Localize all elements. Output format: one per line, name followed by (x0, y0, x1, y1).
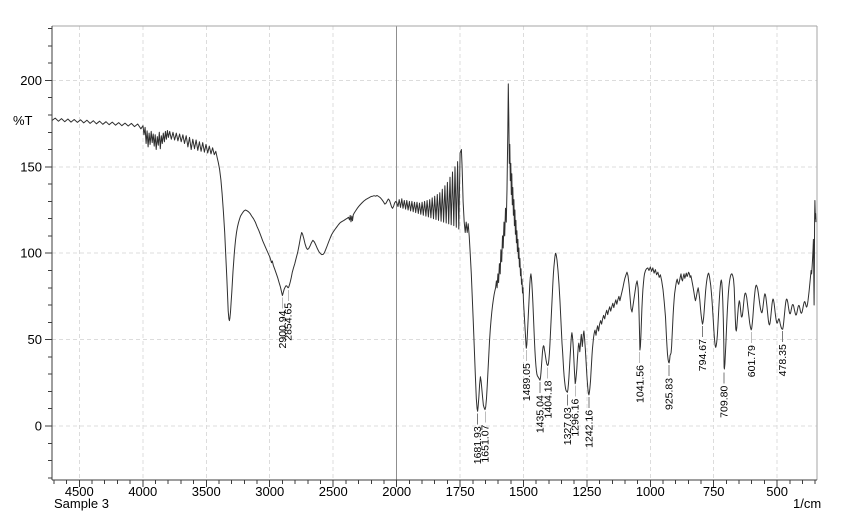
x-tick-label: 500 (766, 484, 788, 499)
x-tick-label: 4000 (128, 484, 157, 499)
peak-label: 1327.03 (562, 407, 574, 445)
x-tick-label: 750 (703, 484, 725, 499)
peak-label: 2854.65 (283, 303, 295, 341)
peak-label: 2900.94 (277, 310, 289, 348)
peak-label: 925.83 (664, 378, 676, 410)
y-tick-label: 100 (20, 246, 42, 261)
y-axis-label: %T (13, 113, 33, 128)
peak-label: 709.80 (718, 386, 730, 418)
peak-label: 1681.93 (472, 426, 484, 464)
peak-label: 601.79 (746, 345, 758, 377)
y-tick-label: 50 (28, 332, 42, 347)
x-axis-unit-label: 1/cm (793, 496, 822, 511)
peak-label: 1489.05 (521, 363, 533, 401)
peak-label: 794.67 (697, 339, 709, 371)
x-tick-label: 3000 (255, 484, 284, 499)
peak-label: 1296.16 (570, 399, 582, 437)
peak-label: 1242.16 (583, 410, 595, 448)
y-tick-label: 0 (35, 419, 42, 434)
sample-name-label: Sample 3 (54, 496, 109, 511)
x-tick-label: 1000 (636, 484, 665, 499)
x-tick-label: 2000 (382, 484, 411, 499)
x-tick-label: 3500 (192, 484, 221, 499)
peak-label: 1041.56 (634, 365, 646, 403)
x-tick-label: 1750 (446, 484, 475, 499)
x-tick-label: 1250 (572, 484, 601, 499)
x-tick-label: 2500 (319, 484, 348, 499)
peak-label: 1435.04 (535, 395, 547, 433)
y-tick-label: 200 (20, 73, 42, 88)
spectrum-curve (51, 83, 817, 412)
x-tick-label: 1500 (509, 484, 538, 499)
peak-label: 1651.07 (480, 424, 492, 462)
peak-label: 1404.18 (542, 380, 554, 418)
x-tick-label: 4500 (65, 484, 94, 499)
y-tick-label: 150 (20, 159, 42, 174)
peak-label: 478.35 (777, 344, 789, 376)
